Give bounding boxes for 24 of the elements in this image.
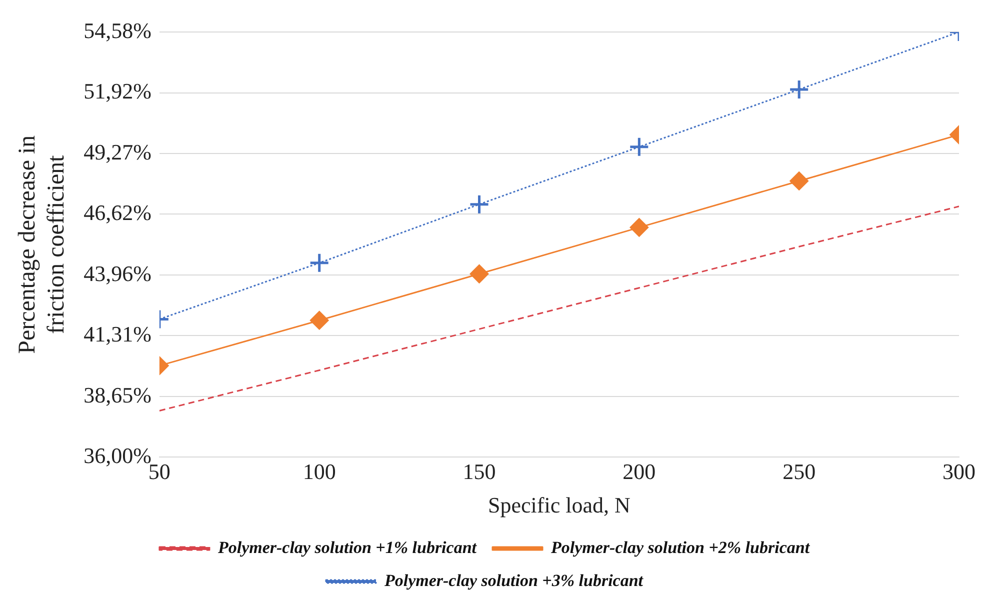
legend-label: Polymer-clay solution +1% lubricant xyxy=(216,538,478,557)
x-tick-label: 250 xyxy=(782,459,816,484)
y-axis-title: Percentage decrease in friction coefficient xyxy=(14,135,70,354)
legend-label: Polymer-clay solution +3% lubricant xyxy=(383,570,644,590)
y-tick-label: 46,62% xyxy=(84,200,152,225)
point xyxy=(788,79,810,100)
point xyxy=(790,171,809,190)
x-tick-label: 100 xyxy=(302,459,336,484)
x-tick-label: 300 xyxy=(942,459,976,484)
y-tick-label: 41,31% xyxy=(84,321,152,346)
x-tick-label: 150 xyxy=(462,459,496,484)
point xyxy=(470,264,489,284)
x-tick-label: 200 xyxy=(622,459,656,484)
y-tick-label: 51,92% xyxy=(84,78,152,104)
x-axis-title: Specific load, N xyxy=(488,492,630,518)
y-tick-label: 43,96% xyxy=(84,260,152,286)
point xyxy=(630,218,649,237)
legend-label: Polymer-clay solution +2% lubricant xyxy=(550,538,811,557)
line-series xyxy=(159,206,959,412)
y-tick-label: 38,65% xyxy=(84,382,152,408)
y-tick-label: 49,27% xyxy=(84,139,152,164)
point xyxy=(628,136,650,158)
point xyxy=(469,194,490,215)
y-tick-label: 54,58% xyxy=(84,18,152,43)
